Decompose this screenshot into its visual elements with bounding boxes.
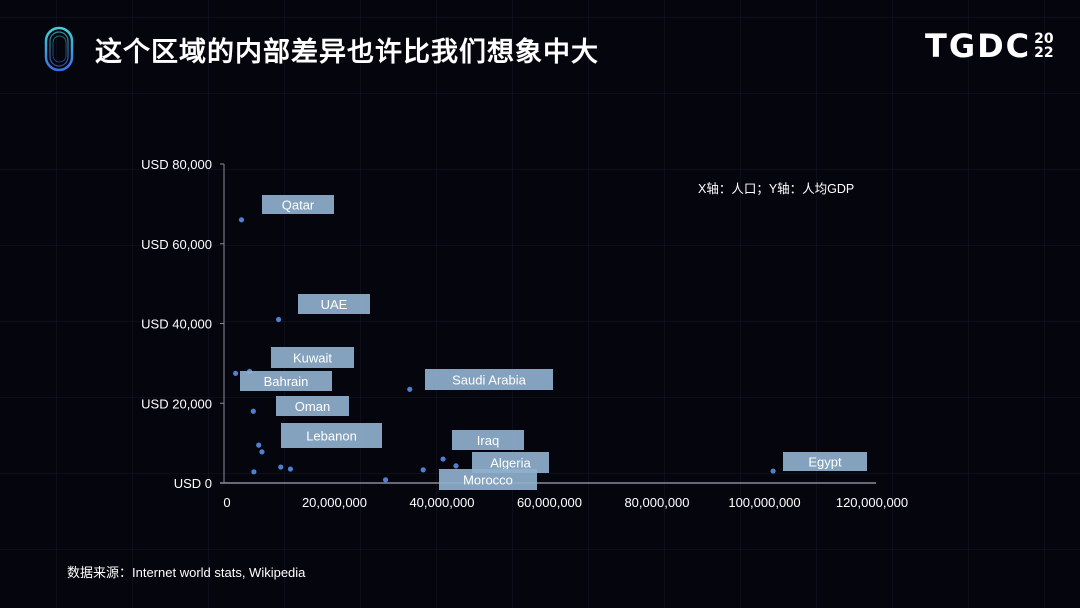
country-label-box — [298, 294, 370, 314]
country-label: Egypt — [808, 455, 842, 470]
country-label: Oman — [295, 399, 330, 414]
country-label: UAE — [321, 297, 348, 312]
country-label-box — [472, 452, 549, 473]
brand-text: TGDC — [925, 27, 1032, 65]
data-point — [256, 442, 262, 448]
country-label-box — [425, 369, 553, 390]
data-point — [382, 477, 389, 483]
brand-logo: TGDC 20 22 — [925, 27, 1054, 65]
y-tick-label: USD 80,000 — [141, 157, 212, 172]
x-tick-label: 40,000,000 — [409, 495, 474, 510]
x-tick-label: 100,000,000 — [728, 495, 800, 510]
country-label: Lebanon — [306, 429, 357, 444]
data-source-note: 数据来源：Internet world stats, Wikipedia — [67, 565, 306, 580]
data-point — [420, 467, 426, 473]
country-label: Kuwait — [293, 351, 332, 366]
data-point — [250, 408, 256, 414]
brand-year-bottom: 22 — [1034, 45, 1054, 61]
country-label: Qatar — [282, 198, 315, 213]
country-label-box — [262, 195, 334, 214]
tgdc-logo-icon — [44, 26, 74, 72]
y-tick-label: USD 0 — [174, 476, 212, 491]
y-tick-label: USD 20,000 — [141, 396, 212, 411]
y-tick-label: USD 40,000 — [141, 317, 212, 332]
data-point — [278, 464, 284, 470]
country-label-box — [240, 371, 332, 391]
brand-year: 20 22 — [1034, 32, 1053, 60]
data-point — [407, 386, 413, 392]
country-label: Saudi Arabia — [452, 373, 526, 388]
data-point — [440, 456, 446, 462]
country-label-box — [783, 452, 867, 471]
data-point — [259, 449, 265, 455]
country-label: Iraq — [477, 433, 499, 448]
country-label-box — [271, 347, 354, 368]
country-label: Morocco — [463, 473, 513, 488]
country-label-box — [281, 423, 382, 448]
page-title: 这个区域的内部差异也许比我们想象中大 — [95, 37, 599, 67]
brand-year-top: 20 — [1034, 31, 1054, 47]
x-tick-label: 20,000,000 — [302, 495, 367, 510]
x-tick-label: 120,000,000 — [836, 495, 908, 510]
country-label-box — [276, 396, 349, 416]
x-tick-label: 80,000,000 — [624, 495, 689, 510]
x-tick-label: 0 — [223, 495, 230, 510]
data-point — [287, 466, 294, 472]
data-point — [770, 468, 776, 474]
data-point — [238, 217, 245, 223]
x-tick-label: 60,000,000 — [517, 495, 582, 510]
data-point — [251, 469, 257, 475]
data-point — [276, 316, 282, 323]
data-point — [453, 463, 459, 469]
axis-note: X轴：人口；Y轴：人均GDP — [698, 182, 855, 196]
country-label-box — [452, 430, 524, 450]
country-label: Algeria — [490, 456, 531, 471]
y-tick-label: USD 60,000 — [141, 237, 212, 252]
country-label-box — [439, 469, 537, 490]
data-point — [233, 370, 239, 376]
country-label: Bahrain — [264, 374, 309, 389]
